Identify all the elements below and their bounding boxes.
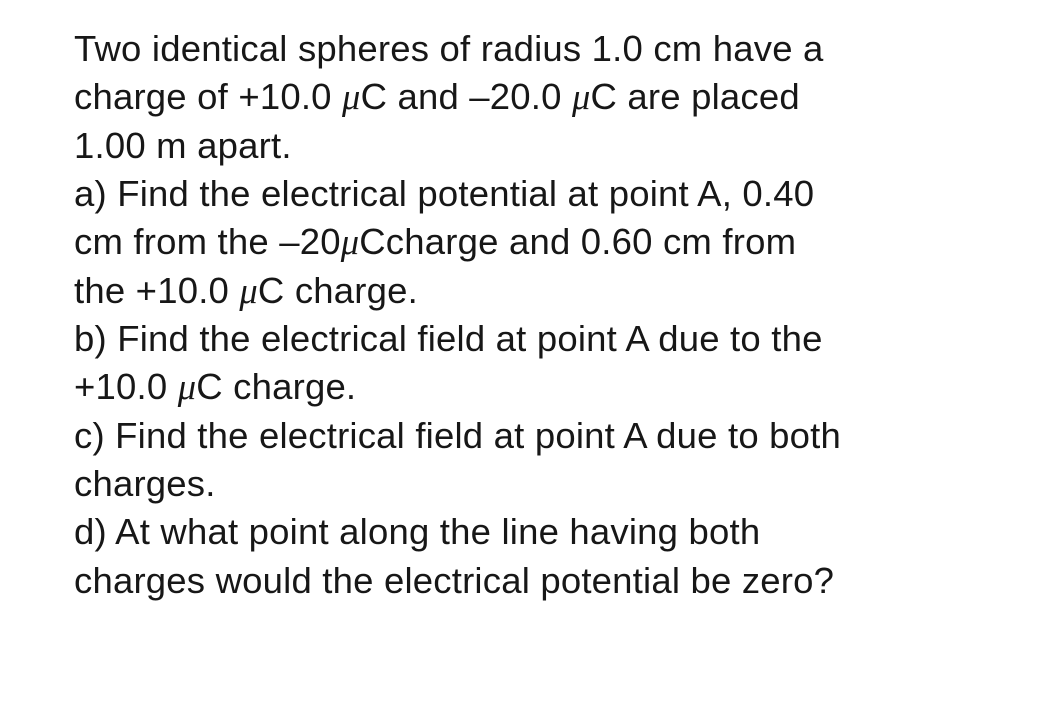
part-d-line-1: d) At what point along the line having b… (74, 509, 1000, 555)
intro-line-2: charge of +10.0 μC and –20.0 μC are plac… (74, 74, 1000, 120)
mu-symbol: μ (178, 366, 197, 407)
problem-page: Two identical spheres of radius 1.0 cm h… (0, 0, 1038, 718)
text: charges would the electrical potential b… (74, 560, 834, 601)
text: Two identical spheres of radius 1.0 cm h… (74, 28, 824, 69)
text: C and –20.0 (361, 76, 572, 117)
intro-line-3: 1.00 m apart. (74, 123, 1000, 169)
text: a) Find the electrical potential at poin… (74, 173, 814, 214)
text: C charge. (196, 366, 356, 407)
part-c-line-1: c) Find the electrical field at point A … (74, 413, 1000, 459)
intro-line-1: Two identical spheres of radius 1.0 cm h… (74, 26, 1000, 72)
part-b-line-2: +10.0 μC charge. (74, 364, 1000, 410)
text: c) Find the electrical field at point A … (74, 415, 841, 456)
text: C are placed (591, 76, 800, 117)
mu-symbol: μ (341, 221, 360, 262)
part-a-line-2: cm from the –20μCcharge and 0.60 cm from (74, 219, 1000, 265)
text: +10.0 (74, 366, 178, 407)
part-b-line-1: b) Find the electrical field at point A … (74, 316, 1000, 362)
text: d) At what point along the line having b… (74, 511, 760, 552)
text: 1.00 m apart. (74, 125, 292, 166)
part-a-line-1: a) Find the electrical potential at poin… (74, 171, 1000, 217)
mu-symbol: μ (342, 76, 361, 117)
text: the +10.0 (74, 270, 239, 311)
mu-symbol: μ (572, 76, 591, 117)
text: C charge. (258, 270, 418, 311)
part-c-line-2: charges. (74, 461, 1000, 507)
mu-symbol: μ (239, 270, 258, 311)
text: cm from the –20 (74, 221, 341, 262)
text: charges. (74, 463, 216, 504)
part-a-line-3: the +10.0 μC charge. (74, 268, 1000, 314)
text: Ccharge and 0.60 cm from (359, 221, 796, 262)
text: charge of +10.0 (74, 76, 342, 117)
text: b) Find the electrical field at point A … (74, 318, 823, 359)
part-d-line-2: charges would the electrical potential b… (74, 558, 1000, 604)
